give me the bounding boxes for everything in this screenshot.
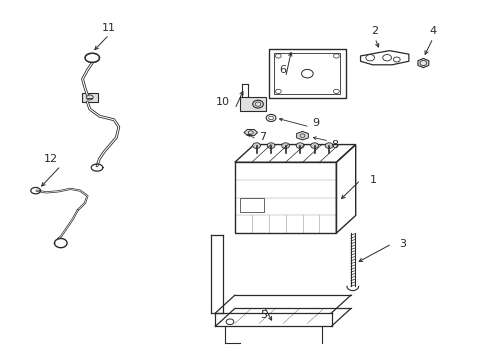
Text: 5: 5: [260, 310, 267, 320]
Circle shape: [252, 143, 260, 148]
Text: 10: 10: [216, 97, 229, 107]
Text: 8: 8: [331, 140, 338, 149]
Circle shape: [296, 143, 304, 148]
Polygon shape: [244, 130, 257, 136]
Bar: [274, 53, 340, 94]
Polygon shape: [417, 58, 428, 68]
Text: 4: 4: [428, 26, 436, 36]
Text: 9: 9: [311, 118, 319, 128]
Circle shape: [266, 143, 274, 148]
Text: 6: 6: [279, 65, 286, 75]
Text: 11: 11: [102, 23, 116, 33]
Bar: [239, 198, 264, 212]
Circle shape: [310, 143, 318, 148]
Circle shape: [281, 143, 289, 148]
Polygon shape: [296, 131, 308, 140]
Text: 12: 12: [44, 154, 58, 164]
Bar: [81, 93, 98, 102]
Text: 3: 3: [398, 239, 406, 249]
Bar: [268, 49, 346, 99]
Text: 2: 2: [371, 26, 378, 36]
Bar: [239, 98, 265, 111]
Text: 1: 1: [369, 175, 376, 185]
Circle shape: [325, 143, 332, 148]
Text: 7: 7: [259, 132, 265, 143]
